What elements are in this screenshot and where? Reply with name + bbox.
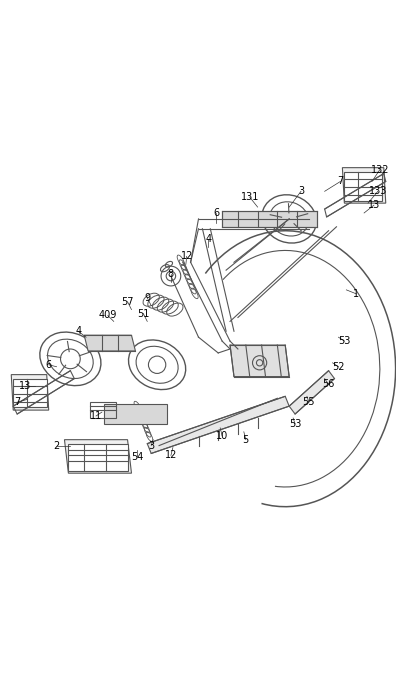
Polygon shape [342, 168, 386, 203]
Text: 6: 6 [46, 359, 52, 370]
Text: 56: 56 [322, 380, 335, 389]
Text: 1: 1 [353, 289, 359, 299]
Text: 53: 53 [289, 419, 301, 429]
Text: 4: 4 [75, 326, 81, 336]
Polygon shape [222, 211, 317, 227]
Text: 11: 11 [90, 411, 102, 421]
Text: 12: 12 [165, 450, 177, 461]
Text: 13: 13 [368, 200, 380, 210]
Text: 53: 53 [338, 336, 351, 346]
Text: 7: 7 [337, 177, 343, 186]
Polygon shape [64, 440, 131, 473]
Text: 55: 55 [303, 397, 315, 407]
Bar [344, 172, 382, 201]
Text: 4: 4 [205, 234, 212, 244]
Bar [13, 378, 47, 407]
Text: 9: 9 [144, 292, 150, 303]
Bar [90, 402, 116, 418]
Text: 3: 3 [148, 440, 154, 451]
Text: 409: 409 [98, 311, 117, 320]
Text: 8: 8 [168, 269, 174, 279]
Text: 12: 12 [181, 251, 193, 261]
Text: 132: 132 [370, 165, 389, 174]
Text: 51: 51 [137, 309, 150, 318]
Text: 6: 6 [213, 208, 219, 218]
Text: 7: 7 [14, 397, 20, 407]
Text: 133: 133 [369, 186, 387, 196]
Text: 10: 10 [216, 431, 228, 440]
Polygon shape [104, 404, 167, 424]
Polygon shape [289, 371, 335, 414]
Polygon shape [11, 375, 49, 410]
Polygon shape [230, 345, 289, 377]
Text: 3: 3 [298, 186, 304, 196]
Polygon shape [147, 396, 289, 454]
Text: 131: 131 [241, 192, 259, 202]
Bar [68, 444, 127, 471]
Polygon shape [84, 335, 135, 351]
Text: 5: 5 [243, 435, 249, 445]
Text: 13: 13 [19, 381, 31, 392]
Text: 54: 54 [131, 452, 144, 462]
Text: 57: 57 [121, 297, 134, 306]
Text: 52: 52 [332, 362, 345, 372]
Text: 2: 2 [54, 440, 60, 451]
